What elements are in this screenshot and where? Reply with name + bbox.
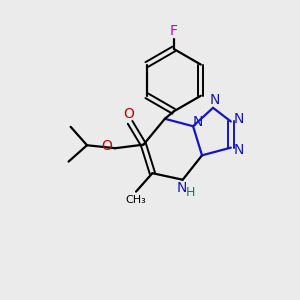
Text: N: N (234, 112, 244, 126)
Text: CH₃: CH₃ (125, 195, 146, 205)
Text: N: N (177, 181, 187, 195)
Text: O: O (123, 107, 134, 121)
Text: O: O (101, 139, 112, 153)
Text: H: H (186, 186, 195, 199)
Text: N: N (234, 143, 244, 157)
Text: N: N (193, 115, 203, 129)
Text: F: F (170, 24, 178, 38)
Text: N: N (209, 93, 220, 107)
